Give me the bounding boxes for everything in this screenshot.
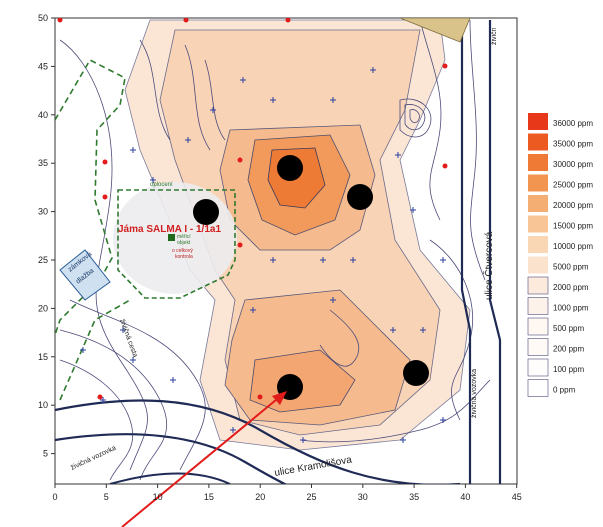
street-cvercova: ulice Čtvercová	[482, 231, 495, 300]
legend-swatch	[528, 174, 548, 192]
legend-label: 36000 ppm	[553, 119, 593, 128]
road-right-edge	[488, 20, 502, 484]
legend-label: 20000 ppm	[553, 201, 593, 210]
legend-swatch	[527, 338, 549, 356]
y-tick-label: 20	[38, 303, 48, 313]
x-tick-label: 20	[255, 492, 265, 502]
legend-label: 2000 ppm	[553, 283, 589, 292]
y-tick-label: 25	[38, 255, 48, 265]
legend-label: 5000 ppm	[553, 263, 589, 272]
kontrola-line2: kontrola	[175, 254, 193, 260]
legend-swatch	[528, 236, 548, 253]
x-tick-label: 40	[460, 492, 470, 502]
x-tick-label: 15	[204, 492, 214, 502]
legend-swatch	[527, 297, 549, 315]
red-markers	[57, 18, 448, 400]
y-tick-label: 5	[43, 449, 48, 459]
x-tick-label: 5	[104, 492, 109, 502]
y-tick-label: 30	[38, 207, 48, 217]
kontrola-line1: o celkový	[172, 248, 193, 254]
well-label: Jáma SALMA I - 1/1a1	[118, 224, 221, 235]
legend-swatch	[528, 256, 548, 274]
corner-hatch	[399, 18, 471, 43]
legend-swatch	[528, 215, 548, 233]
red-arrow-head	[272, 391, 287, 405]
y-tick-label: 10	[38, 400, 48, 410]
y-tick-label: 15	[38, 352, 48, 362]
legend-swatch	[528, 154, 548, 171]
x-tick-label: 10	[153, 492, 163, 502]
legend-label: 100 ppm	[553, 365, 584, 374]
road-bottom	[55, 399, 460, 484]
sondy-line2: objekt	[177, 240, 191, 246]
y-tick-label: 35	[38, 158, 48, 168]
legend-label: 15000 ppm	[553, 222, 593, 231]
legend-label: 0 ppm	[553, 386, 576, 395]
legend-swatch	[528, 133, 548, 151]
fence-line-2	[59, 299, 131, 401]
measurement-wells	[193, 155, 429, 400]
green-marker	[168, 234, 175, 241]
sample-points	[80, 67, 446, 443]
y-tick-label: 50	[38, 13, 48, 23]
road-right	[460, 20, 472, 484]
legend: 36000 ppm 35000 ppm 30000 ppm 25000 ppm 2000…	[527, 113, 593, 397]
x-tick-label: 35	[409, 492, 419, 502]
legend-swatch	[528, 113, 548, 130]
y-tick-label: 40	[38, 110, 48, 120]
legend-label: 25000 ppm	[553, 181, 593, 190]
road-bottom-edge	[55, 433, 288, 484]
zivicna-right-label: živičná vozovka	[471, 369, 478, 418]
oploceni-label: oplocení	[150, 182, 173, 188]
legend-swatch	[527, 317, 549, 336]
legend-swatch	[528, 195, 548, 212]
red-arrow	[121, 394, 283, 527]
road-bottom-2	[109, 472, 231, 484]
legend-label: 35000 ppm	[553, 140, 593, 149]
legend-label: 200 ppm	[553, 345, 584, 354]
x-tick-label: 45	[512, 492, 522, 502]
x-tick-label: 0	[52, 492, 57, 502]
legend-swatch	[527, 276, 549, 295]
zivicna-top-label: živičn	[491, 27, 498, 45]
sondy-line1: měřicí	[177, 234, 191, 240]
x-tick-label: 25	[306, 492, 316, 502]
zamkova-box	[59, 249, 111, 301]
legend-label: 1000 ppm	[553, 304, 589, 313]
x-axis: 0 5 10 15 20 25 30 35 40 45	[52, 484, 522, 502]
legend-swatch	[527, 379, 549, 397]
legend-label: 500 ppm	[553, 324, 584, 333]
legend-swatch	[527, 358, 549, 377]
fence-enclosure	[117, 189, 236, 299]
y-tick-label: 45	[38, 61, 48, 71]
y-axis: 50 45 40 35 30 25 20 15 10 5	[38, 13, 55, 459]
x-tick-label: 30	[358, 492, 368, 502]
fence-line	[55, 58, 126, 336]
legend-label: 10000 ppm	[553, 242, 593, 251]
legend-label: 30000 ppm	[553, 160, 593, 169]
